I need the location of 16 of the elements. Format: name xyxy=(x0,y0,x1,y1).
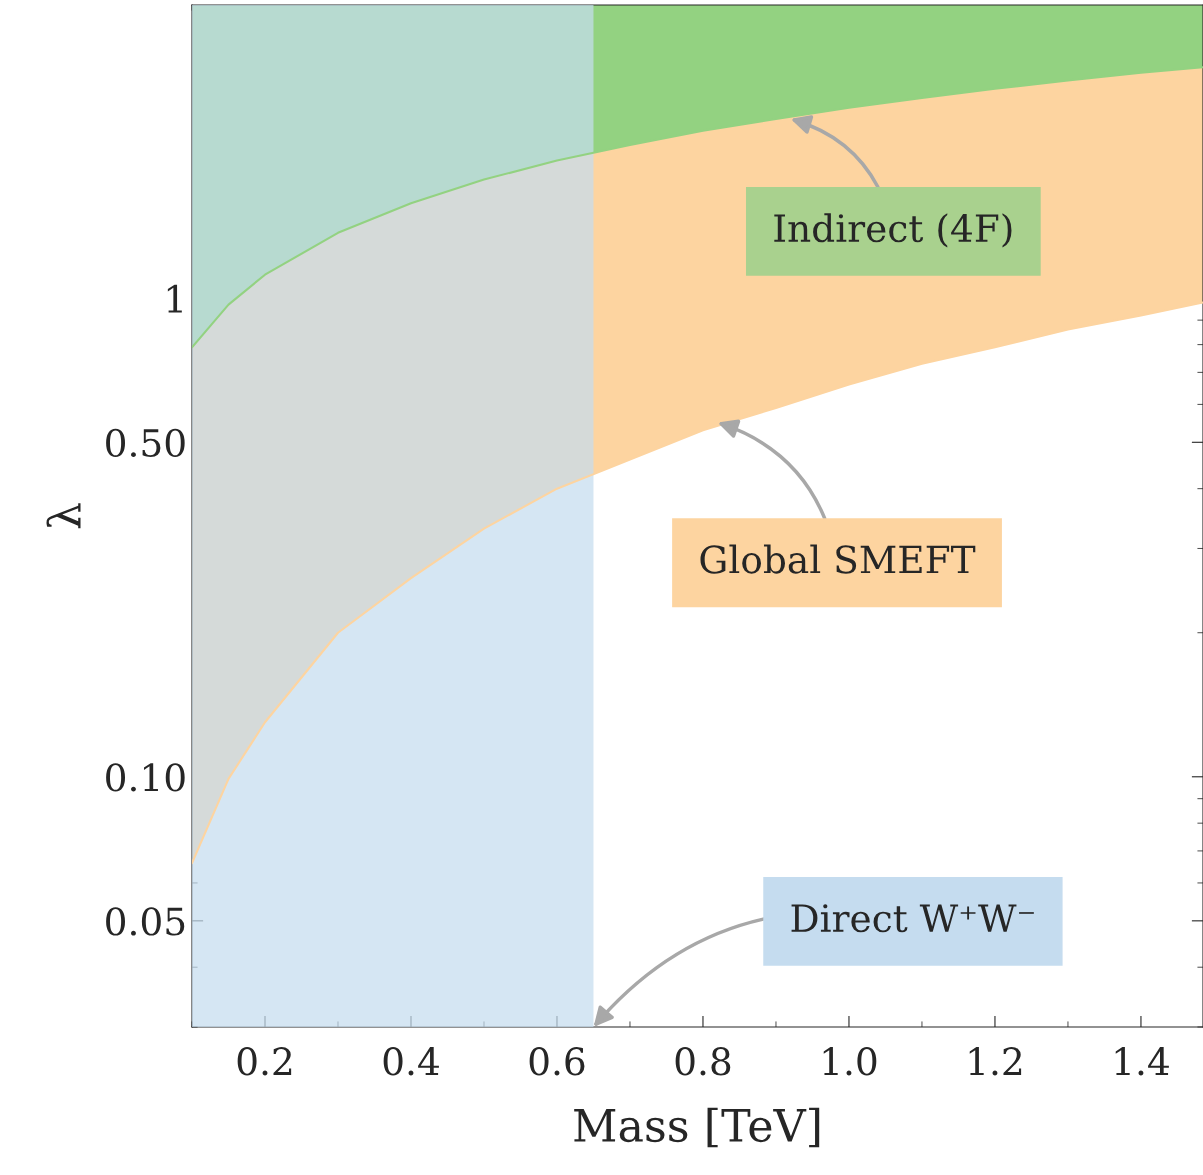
annotation: Direct W⁺W⁻ xyxy=(791,904,1034,933)
x-tick-label: 1.4 xyxy=(1115,1047,1169,1076)
x-tick-label: 0.8 xyxy=(675,1047,731,1076)
y-tick-label: 0.05 xyxy=(106,907,185,936)
x-tick-label: 0.2 xyxy=(237,1047,292,1076)
y-tick-label: 0.50 xyxy=(106,428,185,458)
y-tick-label: 0.10 xyxy=(106,763,185,792)
annotation: Indirect (4F) xyxy=(774,213,1012,248)
x-tick-label: 0.4 xyxy=(383,1047,439,1076)
x-tick-label: 1.0 xyxy=(823,1047,877,1076)
x-axis-title: Mass [TeV] xyxy=(574,1107,820,1148)
y-axis-title: λ xyxy=(46,503,81,529)
x-tick-label: 1.2 xyxy=(969,1047,1022,1076)
y-tick-label: 1 xyxy=(167,284,182,313)
annotation: Global SMEFT xyxy=(700,544,976,574)
x-tick-label: 0.6 xyxy=(529,1047,585,1076)
